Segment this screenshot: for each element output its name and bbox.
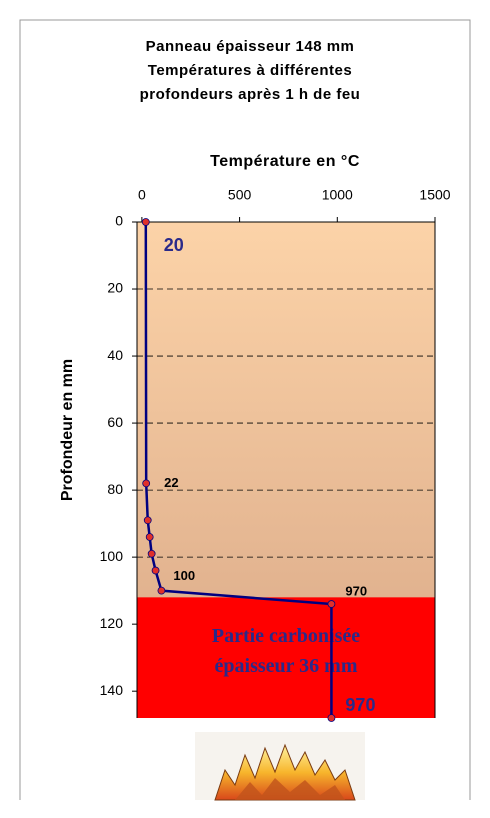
data-point bbox=[328, 715, 335, 722]
chart-title: Panneau épaisseur 148 mm bbox=[146, 38, 355, 55]
data-label: 22 bbox=[164, 475, 178, 490]
y-tick-label: 120 bbox=[100, 615, 124, 631]
y-tick-label: 0 bbox=[115, 213, 123, 229]
x-tick-label: 1000 bbox=[322, 187, 353, 203]
x-tick-label: 1500 bbox=[419, 187, 450, 203]
region-label: Partie carbonisée bbox=[212, 625, 360, 647]
data-point bbox=[144, 517, 151, 524]
y-axis-label: Profondeur en mm bbox=[59, 359, 76, 501]
data-point bbox=[143, 480, 150, 487]
data-point bbox=[146, 534, 153, 541]
fire-illustration bbox=[195, 732, 365, 800]
y-tick-label: 140 bbox=[100, 682, 124, 698]
data-label: 100 bbox=[173, 568, 195, 583]
data-label: 970 bbox=[345, 695, 375, 715]
data-point bbox=[148, 550, 155, 557]
y-tick-label: 20 bbox=[107, 280, 123, 296]
data-label: 20 bbox=[164, 235, 184, 255]
y-tick-label: 60 bbox=[107, 414, 123, 430]
data-point bbox=[158, 587, 165, 594]
chart-title: Températures à différentes bbox=[148, 62, 352, 79]
chart: Panneau épaisseur 148 mm Températures à d… bbox=[0, 0, 490, 813]
y-tick-label: 100 bbox=[100, 548, 124, 564]
data-point bbox=[142, 219, 149, 226]
data-point bbox=[328, 601, 335, 608]
y-tick-label: 40 bbox=[107, 347, 123, 363]
x-tick-label: 500 bbox=[228, 187, 252, 203]
region-label: épaisseur 36 mm bbox=[215, 655, 358, 677]
y-tick-label: 80 bbox=[107, 481, 123, 497]
x-tick-label: 0 bbox=[138, 187, 146, 203]
chart-title: profondeurs après 1 h de feu bbox=[140, 86, 361, 103]
x-axis-label: Température en °C bbox=[210, 153, 360, 170]
data-point bbox=[152, 567, 159, 574]
data-label: 970 bbox=[345, 583, 367, 598]
